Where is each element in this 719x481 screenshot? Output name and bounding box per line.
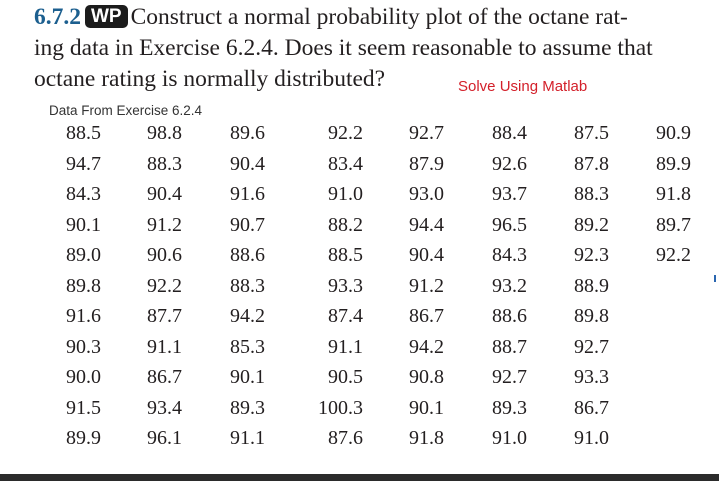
table-cell: 89.2 xyxy=(574,213,609,236)
problem-text-line-3: octane rating is normally distributed? xyxy=(34,66,386,92)
table-cell: 88.4 xyxy=(492,122,527,144)
table-cell: 91.6 xyxy=(230,183,265,205)
problem-text-line-2: ing data in Exercise 6.2.4. Does it seem… xyxy=(34,35,653,61)
table-cell: 90.8 xyxy=(409,366,444,388)
table-cell: 88.7 xyxy=(492,335,527,358)
table-cell: 87.7 xyxy=(147,305,182,327)
table-cell: 93.0 xyxy=(409,183,444,205)
table-cell: 89.7 xyxy=(656,213,691,236)
table-cell: 89.8 xyxy=(66,274,101,297)
table-cell: 100.3 xyxy=(318,396,363,419)
table-cell: 89.9 xyxy=(656,152,691,175)
table-cell: 84.3 xyxy=(492,244,527,266)
table-cell: 86.7 xyxy=(574,396,609,419)
table-cell: 94.2 xyxy=(230,305,265,327)
table-cell: 90.6 xyxy=(147,244,182,266)
table-cell: 91.8 xyxy=(409,427,444,449)
table-cell: 89.9 xyxy=(66,427,101,449)
table-cell: 87.6 xyxy=(328,427,363,449)
table-cell: 88.6 xyxy=(230,244,265,266)
table-cell: 91.1 xyxy=(230,427,265,449)
table-cell: 88.3 xyxy=(230,274,265,297)
table-cell: 94.4 xyxy=(409,213,444,236)
table-cell: 88.9 xyxy=(574,274,609,297)
table-cell: 89.3 xyxy=(230,396,265,419)
table-cell: 88.5 xyxy=(328,244,363,266)
table-cell: 91.0 xyxy=(492,427,527,449)
problem-text-line-1: Construct a normal probability plot of t… xyxy=(130,4,628,30)
table-cell: 90.1 xyxy=(66,213,101,236)
table-cell: 90.9 xyxy=(656,122,691,144)
table-cell: 88.3 xyxy=(147,152,182,175)
table-cell: 91.0 xyxy=(328,183,363,205)
wp-badge: WP xyxy=(85,5,128,28)
table-cell: 91.1 xyxy=(328,335,363,358)
table-cell: 93.3 xyxy=(574,366,609,388)
table-cell: 90.3 xyxy=(66,335,101,358)
data-table: 88.5 98.8 89.6 92.2 92.7 88.4 87.5 90.9 94.7 88.3… xyxy=(0,117,719,457)
table-cell: 89.8 xyxy=(574,305,609,327)
table-cell: 88.6 xyxy=(492,305,527,327)
table-cell: 87.9 xyxy=(409,152,444,175)
table-cell: 89.0 xyxy=(66,244,101,266)
table-cell: 96.1 xyxy=(147,427,182,449)
table-cell: 83.4 xyxy=(328,152,363,175)
table-cell: 91.6 xyxy=(66,305,101,327)
data-subtitle: Data From Exercise 6.2.4 xyxy=(49,103,203,118)
table-cell: 94.2 xyxy=(409,335,444,358)
table-cell: 90.1 xyxy=(230,366,265,388)
table-cell: 90.4 xyxy=(147,183,182,205)
table-cell: 92.7 xyxy=(492,366,527,388)
table-cell: 86.7 xyxy=(409,305,444,327)
table-cell: 93.7 xyxy=(492,183,527,205)
problem-number: 6.7.2 xyxy=(34,4,81,30)
table-cell: 92.2 xyxy=(147,274,182,297)
table-cell: 91.2 xyxy=(409,274,444,297)
table-cell: 91.1 xyxy=(147,335,182,358)
table-cell: 91.0 xyxy=(574,427,609,449)
table-cell: 91.2 xyxy=(147,213,182,236)
table-cell: 94.7 xyxy=(66,152,101,175)
table-cell: 88.3 xyxy=(574,183,609,205)
table-cell: 90.4 xyxy=(409,244,444,266)
table-cell: 93.3 xyxy=(328,274,363,297)
table-cell: 88.5 xyxy=(66,122,101,144)
problem-statement: 6.7.2 WP Construct a normal probability pl… xyxy=(34,2,714,95)
table-cell: 84.3 xyxy=(66,183,101,205)
table-cell: 92.2 xyxy=(656,244,691,266)
table-cell: 91.8 xyxy=(656,183,691,205)
table-cell: 93.2 xyxy=(492,274,527,297)
table-cell: 92.2 xyxy=(328,122,363,144)
edge-marker xyxy=(714,275,716,282)
table-cell: 90.0 xyxy=(66,366,101,388)
table-cell: 92.7 xyxy=(409,122,444,144)
table-cell: 92.3 xyxy=(574,244,609,266)
table-cell: 86.7 xyxy=(147,366,182,388)
table-cell: 89.6 xyxy=(230,122,265,144)
table-cell: 87.5 xyxy=(574,122,609,144)
table-cell: 92.7 xyxy=(574,335,609,358)
table-cell: 87.4 xyxy=(328,305,363,327)
table-cell: 88.2 xyxy=(328,213,363,236)
table-cell: 96.5 xyxy=(492,213,527,236)
table-cell: 91.5 xyxy=(66,396,101,419)
solve-note: Solve Using Matlab xyxy=(458,78,588,95)
bottom-bar xyxy=(0,474,719,481)
table-cell: 90.5 xyxy=(328,366,363,388)
table-cell: 87.8 xyxy=(574,152,609,175)
table-cell: 92.6 xyxy=(492,152,527,175)
table-cell: 93.4 xyxy=(147,396,182,419)
table-cell: 98.8 xyxy=(147,122,182,144)
table-cell: 85.3 xyxy=(230,335,265,358)
table-cell: 89.3 xyxy=(492,396,527,419)
table-cell: 90.1 xyxy=(409,396,444,419)
table-cell: 90.4 xyxy=(230,152,265,175)
table-cell: 90.7 xyxy=(230,213,265,236)
